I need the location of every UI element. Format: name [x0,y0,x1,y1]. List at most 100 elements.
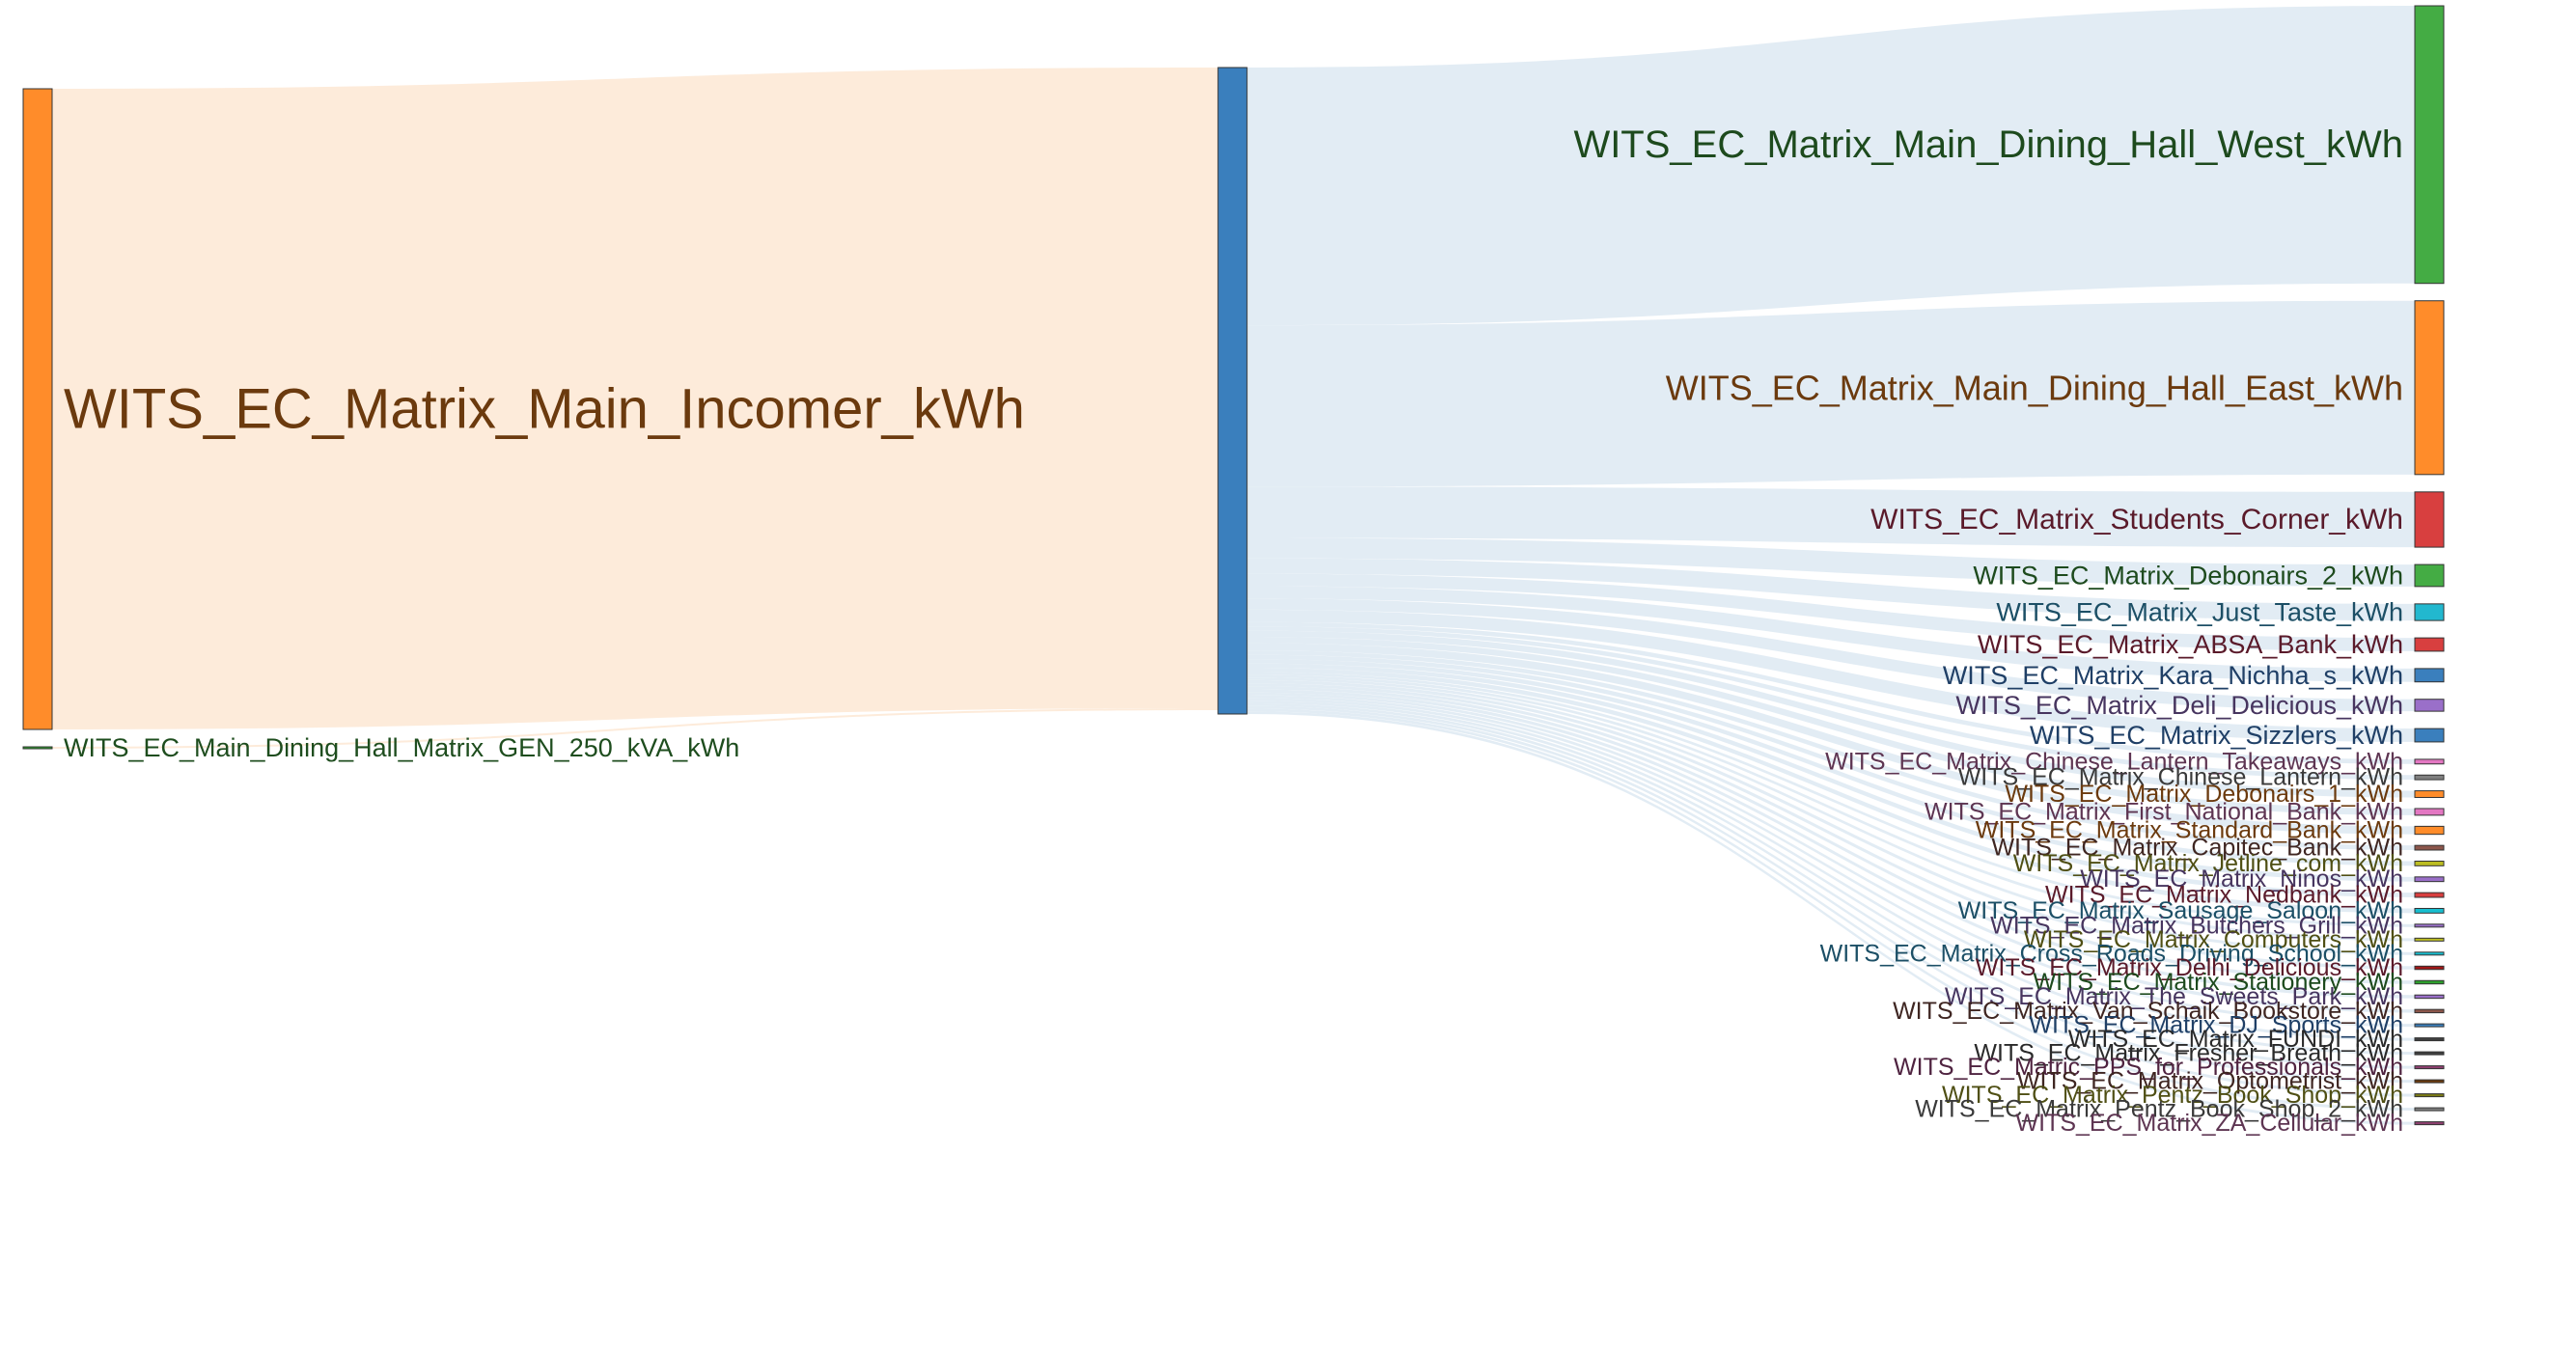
label-wits-ec-matrix-standard-bank-kwh: WITS_EC_Matrix_Standard_Bank_kWh [1976,817,2403,844]
label-wits-ec-matrix-sausage-saloon-kwh: WITS_EC_Matrix_Sausage_Saloon_kWh [1958,897,2403,924]
label-wits-ec-matrix-cross-roads-driving-school-kwh: WITS_EC_Matrix_Cross_Roads_Driving_Schoo… [1820,940,2403,967]
label-wits-ec-matrix-chinese-lantern-kwh: WITS_EC_Matrix_Chinese_Lantern_kWh [1958,764,2403,791]
label-wits-ec-matrix-kara-nichha-s-kwh: WITS_EC_Matrix_Kara_Nichha_s_kWh [1943,661,2403,690]
label-wits-ec-matrix-students-corner-kwh: WITS_EC_Matrix_Students_Corner_kWh [1870,504,2403,536]
node-wits-ec-main-dining-hall-matrix-gen-250-kva-kwh[interactable] [22,746,53,750]
node-wits-ec-matrix-the-sweets-park-kwh[interactable] [2414,994,2445,1000]
label-wits-ec-matrix-optometrist-kwh: WITS_EC_Matrix_Optometrist_kWh [2017,1068,2403,1095]
node-wits-ec-matrix-stationery-kwh[interactable] [2414,979,2445,985]
node-wits-ec-matrix-debonairs-1-kwh[interactable] [2414,790,2445,798]
label-wits-ec-matrix-capitec-bank-kwh: WITS_EC_Matrix_Capitec_Bank_kWh [1991,835,2403,862]
node-wits-ec-matrix-debonairs-2-kwh[interactable] [2414,563,2445,588]
link-hub-to-wits-ec-matrix-dj-sports-kwh[interactable] [1247,692,2415,1028]
link-hub-to-wits-ec-matrix-just-taste-kwh[interactable] [1247,558,2415,621]
link-hub-to-wits-ec-matrix-capitec-bank-kwh[interactable] [1247,650,2415,850]
link-hub-to-wits-ec-matrix-nedbank-kwh[interactable] [1247,663,2415,897]
link-hub-to-wits-ec-matrix-optometrist-kwh[interactable] [1247,702,2415,1084]
node-wits-ec-matrix-sausage-saloon-kwh[interactable] [2414,907,2445,914]
label-wits-ec-matrix-first-national-bank-kwh: WITS_EC_Matrix_First_National_Bank_kWh [1925,798,2403,825]
link-hub-to-wits-ec-matrix-butchers-grill-kwh[interactable] [1247,672,2415,927]
node-wits-ec-matrix-capitec-bank-kwh[interactable] [2414,844,2445,851]
node-wits-ec-matrix-pentz-book-shop-kwh[interactable] [2414,1093,2445,1098]
link-hub-to-wits-ec-matrix-kara-nichha-s-kwh[interactable] [1247,586,2415,682]
label-wits-ec-matrix-computers-kwh: WITS_EC_Matrix_Computers_kWh [2024,926,2403,953]
link-wits-ec-matrix-main-incomer-kwh-to-hub[interactable] [52,68,1218,729]
node-wits-ec-matrix-jetline-com-kwh[interactable] [2414,861,2445,866]
node-wits-ec-matrix-chinese-lantern-kwh[interactable] [2414,774,2445,781]
node-wits-ec-matrix-students-corner-kwh[interactable] [2414,491,2445,548]
node-wits-ec-matrix-main-dining-hall-west-kwh[interactable] [2414,5,2445,285]
link-hub-to-wits-ec-matrix-absa-bank-kwh[interactable] [1247,573,2415,651]
link-hub-to-wits-ec-matrix-main-dining-hall-west-kwh[interactable] [1247,6,2415,326]
link-hub-to-wits-ec-matrix-computers-kwh[interactable] [1247,674,2415,942]
node-hub[interactable] [1217,67,1248,715]
node-wits-ec-matrix-deli-delicious-kwh[interactable] [2414,699,2445,712]
label-wits-ec-matrix-pentz-book-shop-2-kwh: WITS_EC_Matrix_Pentz_Book_Shop_2_kWh [1915,1096,2403,1123]
link-hub-to-wits-ec-matrix-debonairs-2-kwh[interactable] [1247,537,2415,587]
sankey-labels: WITS_EC_Matrix_Main_Incomer_kWh WITS_EC_M… [64,124,2403,1137]
link-hub-to-wits-ec-matrix-fundi-kwh[interactable] [1247,695,2415,1041]
link-hub-to-wits-ec-matrix-van-schaik-bookstore-kwh[interactable] [1247,689,2415,1013]
node-wits-ec-matrix-sizzlers-kwh[interactable] [2414,728,2445,743]
node-wits-ec-matrix-butchers-grill-kwh[interactable] [2414,923,2445,928]
node-wits-ec-matrix-absa-bank-kwh[interactable] [2414,637,2445,652]
link-hub-to-wits-ec-matrix-deli-delicious-kwh[interactable] [1247,598,2415,712]
node-wits-ec-matrix-just-taste-kwh[interactable] [2414,603,2445,621]
link-hub-to-wits-ec-matrix-sausage-saloon-kwh[interactable] [1247,668,2415,914]
label-wits-ec-matrix-fresher-breath-kwh: WITS_EC_Matrix_Fresher_Breath_kWh [1974,1040,2403,1067]
link-hub-to-wits-ec-matrix-jetline-com-kwh[interactable] [1247,654,2415,866]
link-hub-to-wits-ec-matrix-students-corner-kwh[interactable] [1247,486,2415,548]
label-wits-ec-matrix-delhi-delicious-kwh: WITS_EC_Matrix_Delhi_Delicious_kWh [1976,954,2403,981]
node-wits-ec-matrix-chinese-lantern-takeaways-kwh[interactable] [2414,758,2445,765]
link-hub-to-wits-ec-matrix-pentz-book-shop-kwh[interactable] [1247,705,2415,1097]
node-wits-ec-matrix-dj-sports-kwh[interactable] [2414,1023,2445,1028]
node-wits-ec-matrix-ninos-kwh[interactable] [2414,876,2445,883]
link-hub-to-wits-ec-matrix-sizzlers-kwh[interactable] [1247,609,2415,742]
node-wits-ec-matrix-main-dining-hall-east-kwh[interactable] [2414,300,2445,476]
label-wits-ec-matrix-chinese-lantern-takeaways-kwh: WITS_EC_Matrix_Chinese_Lantern_Takeaways… [1825,748,2403,775]
node-wits-ec-matrix-delhi-delicious-kwh[interactable] [2414,965,2445,971]
label-wits-ec-matrix-absa-bank-kwh: WITS_EC_Matrix_ABSA_Bank_kWh [1978,630,2403,659]
node-wits-ec-matrix-kara-nichha-s-kwh[interactable] [2414,668,2445,683]
label-wits-ec-matrix-main-dining-hall-east-kwh: WITS_EC_Matrix_Main_Dining_Hall_East_kWh [1666,368,2403,407]
link-hub-to-wits-ec-matrix-ninos-kwh[interactable] [1247,659,2415,882]
link-hub-to-wits-ec-matrix-standard-bank-kwh[interactable] [1247,643,2415,835]
label-wits-ec-matrix-sizzlers-kwh: WITS_EC_Matrix_Sizzlers_kWh [2030,721,2403,750]
node-wits-ec-matrix-main-incomer-kwh[interactable] [22,88,53,730]
node-wits-ec-matrix-standard-bank-kwh[interactable] [2414,825,2445,836]
node-wits-ec-matric-pps-for-professionals-kwh[interactable] [2414,1065,2445,1070]
link-hub-to-wits-ec-matrix-chinese-lantern-kwh[interactable] [1247,626,2415,781]
link-hub-to-wits-ec-matrix-the-sweets-park-kwh[interactable] [1247,686,2415,999]
link-hub-to-wits-ec-matrix-cross-roads-driving-school-kwh[interactable] [1247,677,2415,955]
label-wits-ec-matrix-main-dining-hall-west-kwh: WITS_EC_Matrix_Main_Dining_Hall_West_kWh [1573,124,2403,166]
node-wits-ec-matrix-computers-kwh[interactable] [2414,937,2445,942]
label-wits-ec-matrix-debonairs-2-kwh: WITS_EC_Matrix_Debonairs_2_kWh [1973,561,2403,590]
link-hub-to-wits-ec-matrix-fresher-breath-kwh[interactable] [1247,698,2415,1056]
label-wits-ec-matrix-pentz-book-shop-kwh: WITS_EC_Matrix_Pentz_Book_Shop_kWh [1942,1082,2403,1109]
link-hub-to-wits-ec-matrix-chinese-lantern-takeaways-kwh[interactable] [1247,621,2415,764]
link-hub-to-wits-ec-matrix-first-national-bank-kwh[interactable] [1247,637,2415,815]
link-hub-to-wits-ec-matrix-za-cellular-kwh[interactable] [1247,711,2415,1125]
label-wits-ec-matrix-deli-delicious-kwh: WITS_EC_Matrix_Deli_Delicious_kWh [1955,691,2403,720]
node-wits-ec-matrix-cross-roads-driving-school-kwh[interactable] [2414,951,2445,956]
node-wits-ec-matrix-first-national-bank-kwh[interactable] [2414,808,2445,816]
node-wits-ec-matrix-za-cellular-kwh[interactable] [2414,1121,2445,1126]
link-hub-to-wits-ec-matrix-stationery-kwh[interactable] [1247,683,2415,984]
label-wits-ec-matrix-ninos-kwh: WITS_EC_Matrix_Ninos_kWh [2080,865,2403,893]
node-wits-ec-matrix-pentz-book-shop-2-kwh[interactable] [2414,1107,2445,1112]
label-wits-ec-matrix-main-incomer-kwh: WITS_EC_Matrix_Main_Incomer_kWh [64,378,1025,441]
node-wits-ec-matrix-optometrist-kwh[interactable] [2414,1079,2445,1084]
node-wits-ec-matrix-van-schaik-bookstore-kwh[interactable] [2414,1008,2445,1014]
link-hub-to-wits-ec-matrix-debonairs-1-kwh[interactable] [1247,630,2415,798]
sankey-nodes [22,5,2445,1126]
link-hub-to-wits-ec-matrix-pentz-book-shop-2-kwh[interactable] [1247,708,2415,1112]
link-hub-to-wits-ec-matrix-main-dining-hall-east-kwh[interactable] [1247,300,2415,487]
node-wits-ec-matrix-nedbank-kwh[interactable] [2414,892,2445,898]
label-wits-ec-matrix-van-schaik-bookstore-kwh: WITS_EC_Matrix_Van_Schaik_Bookstore_kWh [1893,998,2403,1025]
node-wits-ec-matrix-fundi-kwh[interactable] [2414,1037,2445,1042]
node-wits-ec-matrix-fresher-breath-kwh[interactable] [2414,1051,2445,1056]
link-hub-to-wits-ec-matrix-delhi-delicious-kwh[interactable] [1247,679,2415,970]
link-hub-to-wits-ec-matric-pps-for-professionals-kwh[interactable] [1247,700,2415,1069]
link-wits-ec-main-dining-hall-matrix-gen-250-kva-kwh-to-hub[interactable] [52,708,1218,749]
